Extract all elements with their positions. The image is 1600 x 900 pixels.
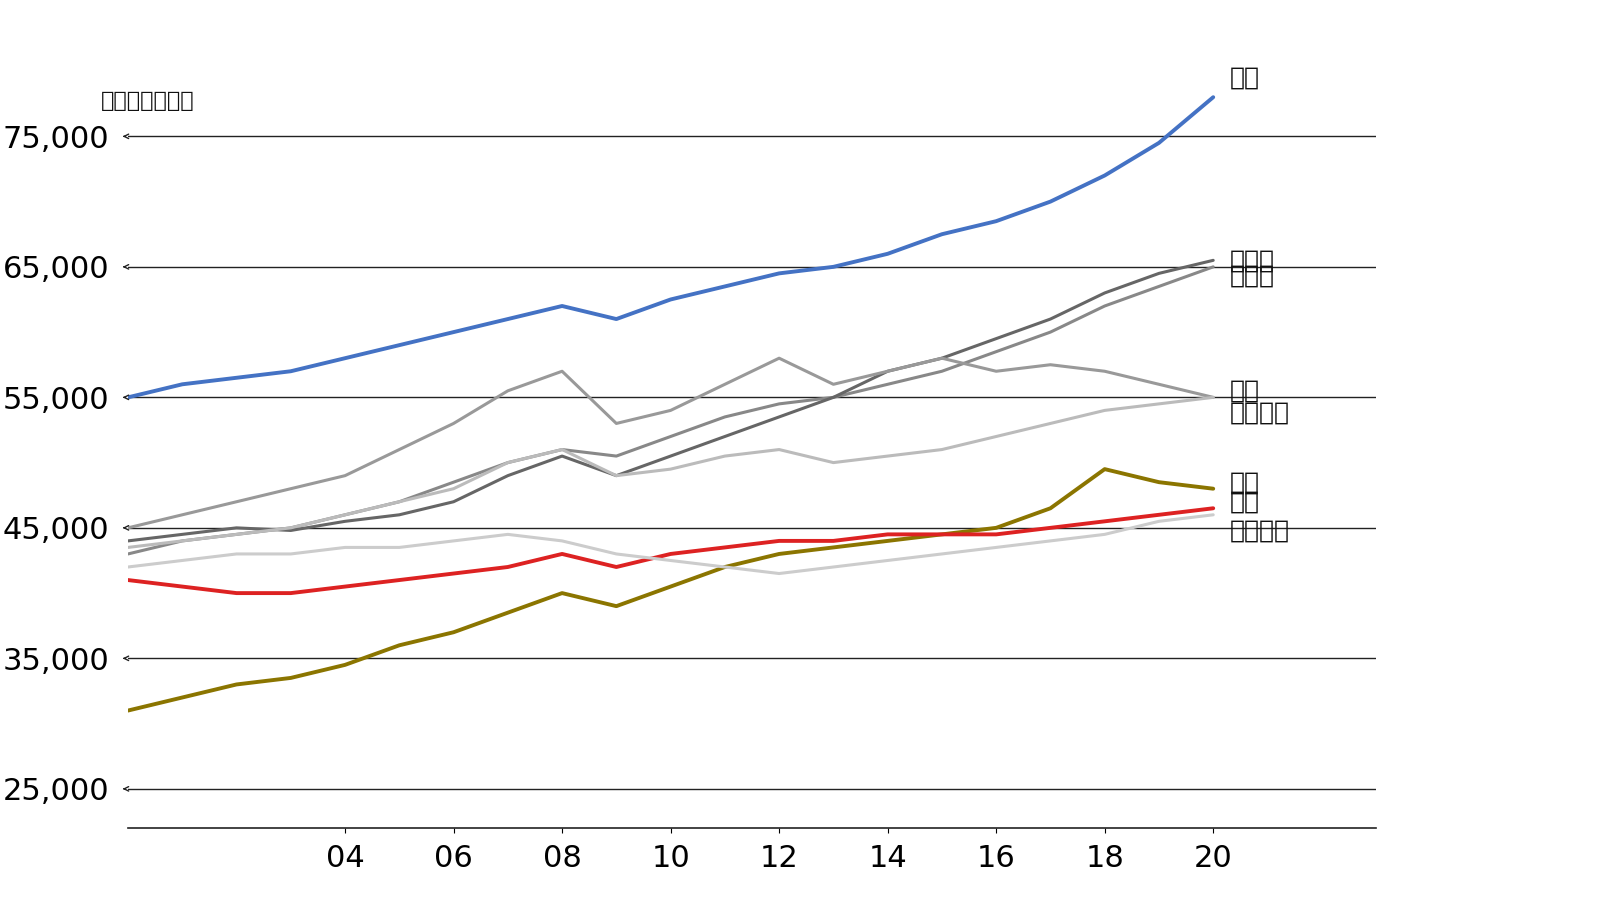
Text: 韓国: 韓国	[1229, 470, 1259, 494]
Text: イタリア: イタリア	[1229, 518, 1290, 543]
Text: 英国: 英国	[1229, 379, 1259, 403]
Text: カナダ: カナダ	[1229, 248, 1275, 273]
Text: （年額、ドル）: （年額、ドル）	[101, 91, 195, 111]
Text: 日本: 日本	[1229, 490, 1259, 514]
Text: ドイツ: ドイツ	[1229, 264, 1275, 288]
Text: 米国: 米国	[1229, 66, 1259, 90]
Text: フランス: フランス	[1229, 401, 1290, 425]
